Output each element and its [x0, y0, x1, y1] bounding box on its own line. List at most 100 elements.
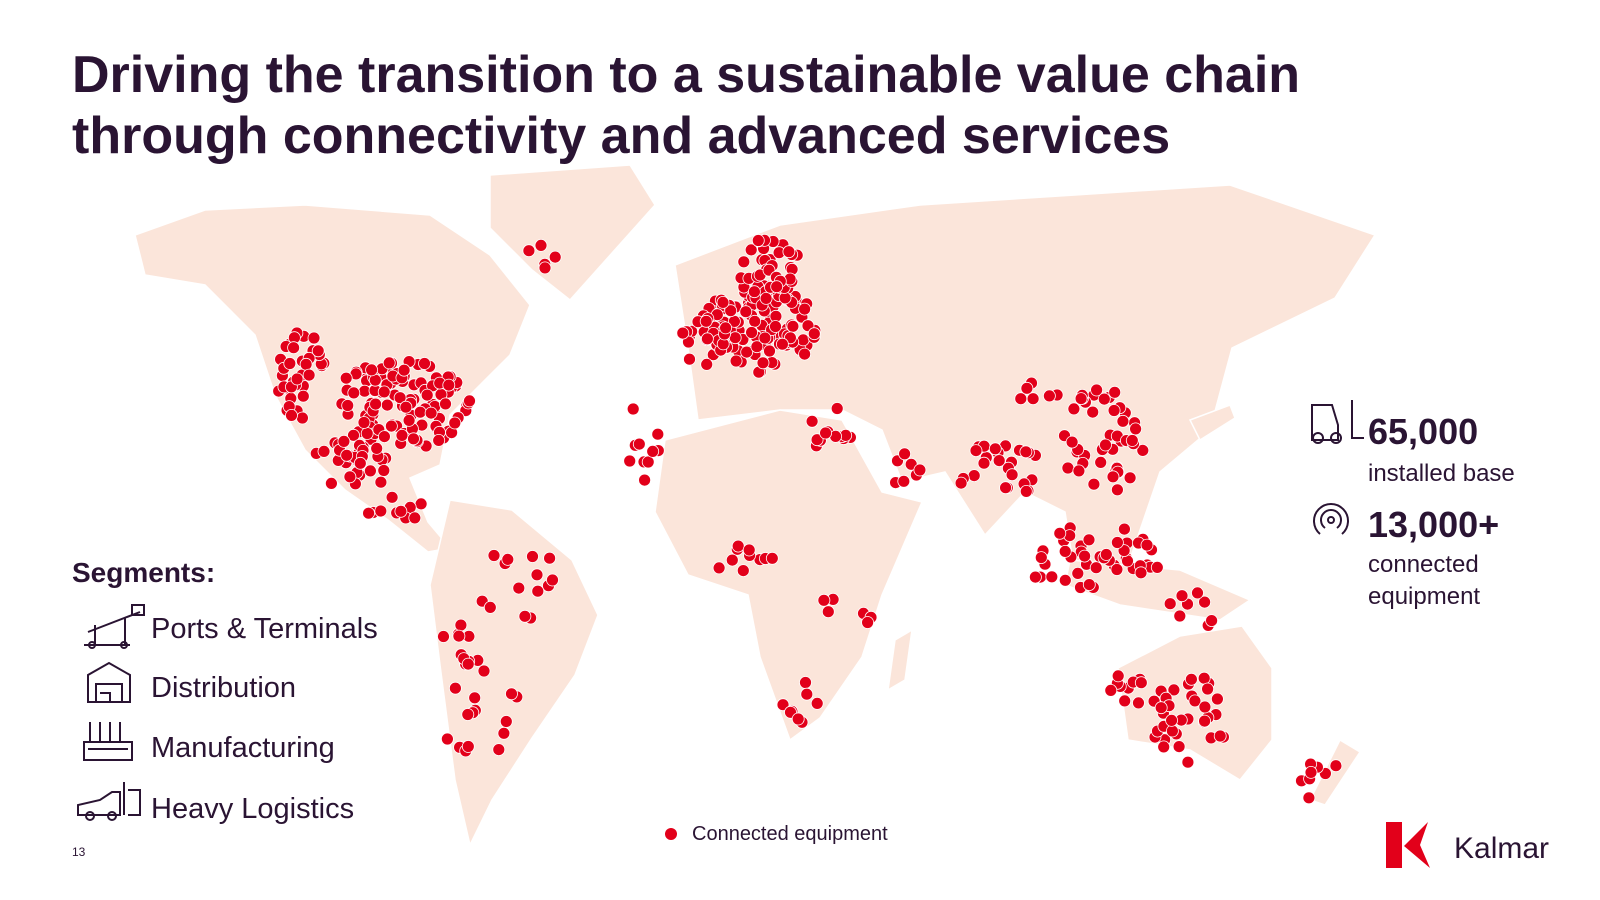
equipment-dot — [287, 341, 301, 355]
equipment-dot — [748, 314, 762, 328]
equipment-dot — [967, 469, 981, 483]
equipment-dot — [461, 708, 475, 721]
equipment-dot — [999, 481, 1012, 495]
equipment-dot — [1136, 443, 1150, 457]
equipment-dot — [1118, 522, 1131, 536]
equipment-dot — [382, 356, 396, 370]
equipment-dot — [821, 605, 835, 619]
equipment-dot — [483, 601, 497, 614]
equipment-dot — [374, 475, 388, 489]
equipment-dot — [546, 573, 559, 587]
equipment-dot — [1134, 676, 1148, 690]
equipment-dot — [646, 444, 660, 458]
equipment-dot — [861, 616, 874, 629]
equipment-dot — [353, 456, 367, 470]
distribution-icon — [87, 661, 131, 703]
equipment-dot — [1107, 404, 1121, 417]
segment-item: Distribution — [151, 672, 296, 704]
equipment-dot — [1029, 570, 1042, 584]
equipment-dot — [1090, 383, 1103, 397]
equipment-dots — [272, 233, 1343, 805]
equipment-dot — [302, 368, 316, 382]
equipment-dot — [763, 344, 776, 358]
equipment-dot — [296, 389, 310, 403]
equipment-dot — [295, 411, 309, 425]
equipment-dot — [817, 593, 831, 607]
equipment-dot — [701, 332, 714, 346]
equipment-dot — [742, 543, 756, 557]
manufacturing-icon — [83, 722, 133, 761]
equipment-dot — [1134, 566, 1148, 580]
equipment-dot — [497, 726, 511, 740]
equipment-dot — [394, 504, 408, 518]
equipment-dot — [1034, 551, 1048, 564]
equipment-dot — [805, 414, 819, 428]
segment-item: Ports & Terminals — [151, 613, 378, 645]
logo-text: Kalmar — [1454, 832, 1549, 865]
equipment-dot — [505, 687, 518, 701]
equipment-dot — [1094, 455, 1108, 469]
stat-label: installed base — [1368, 460, 1515, 487]
equipment-dot — [299, 357, 313, 371]
equipment-dot — [530, 568, 544, 582]
equipment-dot — [1005, 468, 1019, 482]
title-line: Driving the transition to a sustainable … — [72, 46, 1300, 104]
equipment-dot — [988, 442, 1002, 456]
equipment-dot — [819, 426, 832, 440]
equipment-dot — [798, 347, 811, 361]
equipment-dot — [898, 447, 911, 461]
equipment-dot — [729, 354, 743, 368]
equipment-dot — [1175, 589, 1189, 603]
equipment-dot — [1167, 683, 1181, 697]
equipment-dot — [736, 564, 750, 577]
equipment-dot — [518, 609, 532, 623]
equipment-dot — [499, 715, 513, 728]
equipment-dot — [791, 712, 805, 726]
equipment-dot — [414, 497, 428, 511]
equipment-dot — [1058, 573, 1072, 587]
ports-icon — [84, 604, 145, 649]
equipment-dot — [1019, 484, 1033, 498]
equipment-dot — [786, 319, 800, 333]
stat-value: 13,000+ — [1368, 504, 1499, 545]
equipment-dot — [424, 406, 438, 420]
equipment-dot — [1197, 671, 1211, 685]
equipment-dot — [1163, 597, 1177, 611]
equipment-dot — [439, 397, 452, 411]
equipment-dot — [343, 470, 357, 484]
equipment-dot — [340, 448, 354, 462]
equipment-dot — [1082, 578, 1096, 591]
equipment-dot — [737, 255, 751, 269]
equipment-dot — [1188, 694, 1202, 708]
equipment-dot — [651, 427, 665, 441]
equipment-dot — [1198, 714, 1211, 728]
equipment-dot — [751, 234, 765, 247]
stat-label: equipment — [1368, 583, 1480, 610]
equipment-dot — [719, 321, 732, 335]
equipment-dot — [683, 352, 696, 366]
equipment-dot — [384, 419, 398, 433]
equipment-dot — [756, 356, 770, 370]
equipment-dot — [1201, 682, 1214, 696]
greenland — [489, 164, 656, 302]
equipment-dot — [337, 434, 351, 448]
equipment-dot — [765, 551, 779, 565]
equipment-dot — [1123, 471, 1137, 485]
equipment-dot — [1172, 740, 1186, 753]
equipment-dot — [623, 454, 637, 468]
equipment-dot — [897, 474, 911, 488]
equipment-dot — [744, 243, 758, 257]
signal-icon — [1313, 503, 1349, 535]
equipment-dot — [461, 657, 475, 671]
equipment-dot — [1132, 696, 1145, 710]
equipment-dot — [800, 687, 814, 701]
legend-dot — [665, 828, 677, 840]
equipment-dot — [770, 280, 784, 294]
equipment-dot — [1157, 740, 1171, 754]
equipment-dot — [1020, 381, 1034, 395]
legend-label: Connected equipment — [692, 823, 888, 845]
equipment-dot — [1061, 461, 1075, 475]
equipment-dot — [418, 357, 431, 370]
equipment-dot — [1014, 392, 1028, 406]
equipment-dot — [700, 357, 714, 371]
